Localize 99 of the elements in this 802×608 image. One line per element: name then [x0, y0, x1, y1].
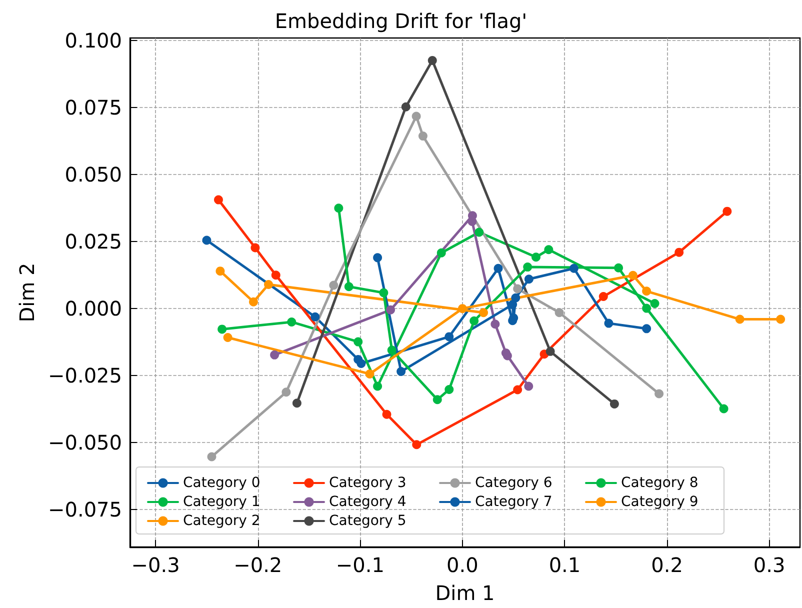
point — [508, 300, 518, 310]
legend-label: Category 5 — [329, 513, 406, 529]
point — [524, 382, 534, 391]
point — [428, 56, 437, 65]
x-tick-label: −0.3 — [131, 553, 180, 577]
point — [412, 112, 421, 121]
point — [271, 270, 280, 280]
legend-label: Category 8 — [621, 475, 698, 491]
point — [490, 320, 500, 329]
y-tick-label: −0.075 — [48, 497, 122, 522]
point — [329, 280, 338, 290]
legend-label: Category 7 — [475, 494, 552, 510]
point — [418, 132, 428, 141]
legend-label: Category 6 — [475, 475, 552, 491]
point — [401, 102, 410, 112]
point — [650, 298, 660, 308]
point — [344, 282, 354, 292]
point — [218, 324, 227, 334]
point — [523, 262, 532, 272]
point — [282, 388, 291, 397]
point — [310, 312, 320, 322]
point — [532, 252, 540, 262]
point — [546, 346, 555, 356]
point — [511, 293, 520, 302]
point — [214, 195, 223, 204]
point — [207, 452, 216, 462]
y-axis-title: Dim 2 — [15, 262, 40, 322]
point — [719, 404, 728, 414]
point — [264, 280, 273, 289]
point — [334, 204, 344, 213]
x-tick-label: 0.0 — [446, 553, 478, 577]
point — [654, 389, 664, 398]
point — [373, 253, 382, 262]
point — [610, 399, 619, 408]
x-axis-title: Dim 1 — [435, 581, 495, 605]
y-tick-label: 0.075 — [64, 96, 122, 120]
chart-title: Embedding Drift for 'flag' — [274, 9, 528, 33]
point — [513, 284, 522, 294]
point — [628, 270, 638, 280]
point — [524, 274, 534, 284]
point — [674, 248, 684, 257]
point — [470, 316, 479, 326]
point — [379, 288, 388, 298]
point — [474, 228, 484, 237]
point — [642, 324, 652, 334]
point — [365, 369, 374, 378]
point — [513, 385, 522, 394]
point — [382, 410, 392, 419]
y-tick-label: 0.000 — [64, 296, 122, 321]
point — [722, 206, 732, 216]
point — [248, 297, 258, 306]
legend-label: Category 4 — [329, 494, 406, 510]
point — [642, 304, 652, 313]
legend-label: Category 3 — [329, 475, 406, 491]
point — [479, 308, 488, 318]
point — [502, 351, 512, 360]
y-tick-label: 0.100 — [64, 28, 122, 53]
point — [412, 440, 422, 450]
y-tick-label: −0.050 — [48, 430, 122, 455]
point — [735, 314, 744, 324]
point — [202, 236, 212, 245]
point — [776, 314, 786, 324]
y-tick-label: 0.050 — [64, 162, 122, 187]
point — [569, 264, 578, 273]
point — [614, 263, 624, 272]
x-tick-label: 0.2 — [651, 553, 683, 577]
x-tick-label: 0.1 — [548, 553, 581, 577]
point — [494, 264, 503, 273]
point — [216, 266, 225, 276]
legend-label: Category 2 — [183, 513, 260, 529]
point — [287, 317, 296, 326]
y-tick-label: −0.025 — [48, 364, 122, 388]
point — [432, 395, 442, 404]
point — [458, 304, 467, 314]
point — [356, 358, 366, 368]
point — [554, 308, 564, 318]
point — [387, 346, 396, 355]
y-tick-label: 0.025 — [64, 230, 122, 254]
point — [444, 384, 454, 394]
x-tick-label: 0.3 — [753, 553, 786, 577]
point — [354, 337, 363, 346]
point — [642, 286, 652, 296]
legend-label: Category 1 — [183, 494, 260, 510]
x-tick-label: −0.2 — [234, 553, 282, 577]
legend-label: Category 9 — [621, 494, 698, 510]
point — [396, 367, 406, 376]
legend-label: Category 0 — [183, 475, 260, 491]
point — [270, 350, 280, 360]
point — [373, 382, 382, 391]
point — [250, 243, 260, 252]
point — [223, 333, 232, 342]
x-tick-label: −0.1 — [336, 553, 384, 577]
point — [292, 398, 302, 408]
point — [598, 292, 608, 302]
point — [436, 248, 446, 258]
point — [386, 305, 396, 314]
point — [444, 332, 454, 342]
point — [604, 318, 614, 328]
point — [544, 245, 554, 254]
